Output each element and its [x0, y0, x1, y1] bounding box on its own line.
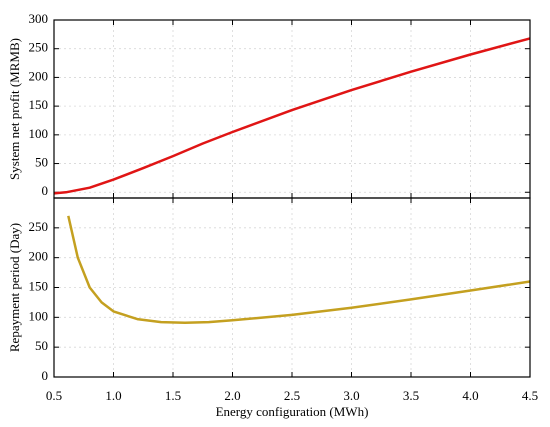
- y-tick-label: 50: [35, 155, 48, 170]
- y-axis-label: System net profit (MRMB): [7, 38, 22, 180]
- x-tick-label: 4.5: [522, 388, 538, 403]
- x-tick-label: 2.0: [224, 388, 240, 403]
- x-tick-label: 0.5: [46, 388, 62, 403]
- y-tick-label: 250: [29, 219, 49, 234]
- data-line: [53, 37, 531, 195]
- x-tick-label: 3.0: [343, 388, 359, 403]
- y-tick-label: 200: [29, 249, 49, 264]
- x-tick-label: 1.5: [165, 388, 181, 403]
- plot-frame: [53, 197, 531, 378]
- data-line: [67, 215, 531, 324]
- y-tick-label: 0: [42, 183, 49, 198]
- y-axis-label: Repayment period (Day): [7, 223, 22, 352]
- y-tick-label: 300: [29, 11, 49, 26]
- x-axis-label: Energy configuration (MWh): [216, 404, 369, 419]
- y-tick-label: 150: [29, 97, 49, 112]
- x-tick-label: 3.5: [403, 388, 419, 403]
- y-tick-label: 0: [42, 368, 49, 383]
- y-tick-label: 50: [35, 338, 48, 353]
- y-tick-label: 200: [29, 68, 49, 83]
- x-tick-label: 4.0: [462, 388, 478, 403]
- x-tick-label: 1.0: [105, 388, 121, 403]
- y-tick-label: 100: [29, 308, 49, 323]
- y-tick-label: 150: [29, 278, 49, 293]
- y-tick-label: 100: [29, 126, 49, 141]
- x-tick-label: 2.5: [284, 388, 300, 403]
- y-tick-label: 250: [29, 40, 49, 55]
